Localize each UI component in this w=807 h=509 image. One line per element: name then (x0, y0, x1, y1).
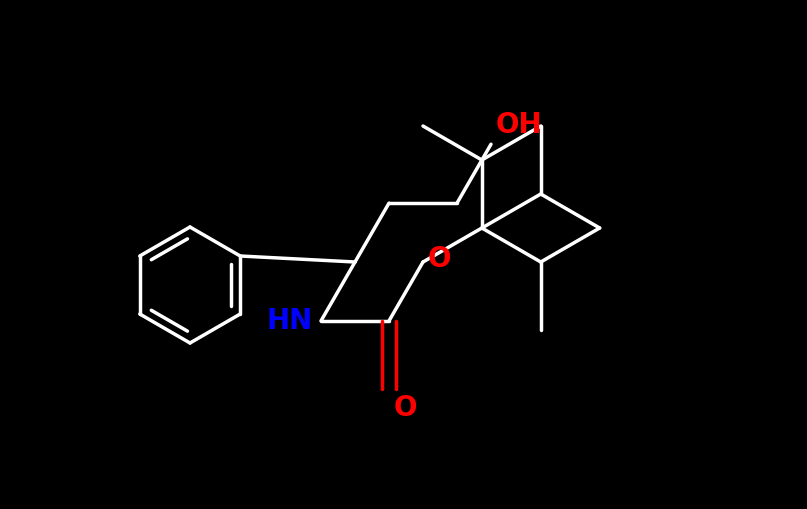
Text: O: O (428, 245, 451, 273)
Text: HN: HN (267, 307, 313, 335)
Text: OH: OH (496, 111, 542, 139)
Text: O: O (394, 394, 417, 422)
